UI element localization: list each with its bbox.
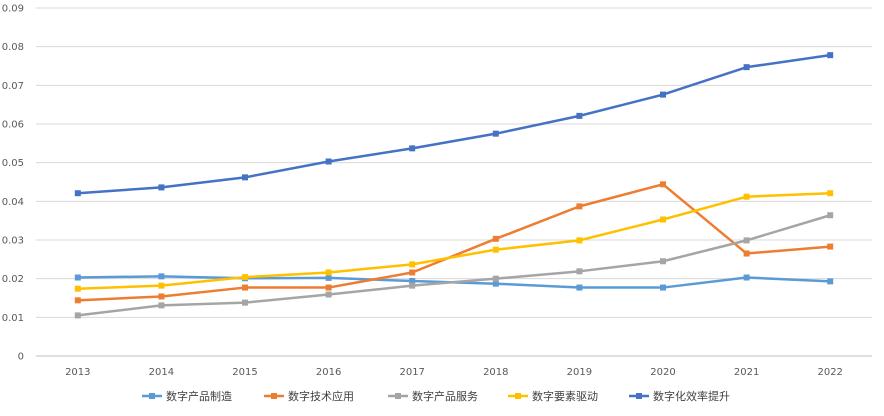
x-tick-label: 2015 bbox=[232, 367, 257, 378]
data-point bbox=[158, 302, 165, 309]
legend-marker bbox=[515, 393, 521, 399]
data-point bbox=[576, 237, 583, 244]
y-tick-label: 0.02 bbox=[2, 274, 24, 285]
y-tick-label: 0.06 bbox=[2, 120, 24, 131]
data-point bbox=[660, 91, 666, 98]
data-point bbox=[827, 278, 834, 285]
legend-marker bbox=[636, 393, 642, 399]
data-point bbox=[660, 181, 666, 188]
x-tick-label: 2013 bbox=[65, 367, 90, 378]
data-point bbox=[325, 269, 332, 276]
data-point bbox=[158, 282, 165, 289]
series-line bbox=[77, 183, 831, 302]
x-tick-label: 2018 bbox=[483, 367, 508, 378]
x-axis: 2013 2014 2015 2016 2017 2018 2019 2020 2021 2022 bbox=[65, 367, 843, 378]
series-3 bbox=[74, 212, 834, 319]
data-point bbox=[743, 237, 750, 244]
data-point bbox=[409, 277, 416, 284]
data-point bbox=[576, 268, 583, 275]
x-tick-label: 2021 bbox=[734, 367, 759, 378]
y-tick-label: 0.01 bbox=[2, 313, 24, 324]
data-point bbox=[242, 299, 248, 306]
data-point bbox=[325, 158, 332, 165]
series-line bbox=[77, 53, 831, 195]
legend-label: 数字技术应用 bbox=[288, 389, 354, 403]
y-tick-label: 0.08 bbox=[2, 42, 24, 53]
legend-label: 数字产品制造 bbox=[166, 389, 232, 403]
legend-item: 数字产品服务 bbox=[388, 389, 478, 403]
legend-marker bbox=[149, 393, 155, 399]
data-point bbox=[74, 274, 81, 281]
data-point bbox=[325, 291, 332, 298]
data-point bbox=[409, 269, 416, 276]
y-axis: 0 0.01 0.02 0.03 0.04 0.05 0.06 0.07 0.08 0.09 bbox=[2, 4, 24, 363]
y-tick-label: 0.05 bbox=[2, 158, 24, 169]
series-2 bbox=[74, 181, 834, 304]
data-point bbox=[409, 145, 416, 152]
data-point bbox=[74, 190, 81, 197]
x-tick-label: 2016 bbox=[316, 367, 341, 378]
series-4 bbox=[74, 190, 834, 292]
data-point bbox=[743, 64, 750, 71]
legend-item: 数字要素驱动 bbox=[508, 389, 598, 403]
x-tick-label: 2014 bbox=[149, 367, 174, 378]
data-point bbox=[242, 284, 248, 291]
legend-item: 数字化效率提升 bbox=[629, 389, 730, 403]
legend-label: 数字要素驱动 bbox=[532, 389, 598, 403]
data-point bbox=[576, 203, 583, 210]
data-point bbox=[743, 274, 750, 281]
data-point bbox=[242, 174, 248, 181]
data-point bbox=[827, 243, 834, 250]
series-line bbox=[77, 191, 831, 290]
data-point bbox=[827, 212, 834, 219]
legend: 数字产品制造 数字技术应用 数字产品服务 数字要素驱动 数字化效率提升 bbox=[142, 389, 730, 403]
y-tick-label: 0.07 bbox=[2, 81, 24, 92]
legend-item: 数字技术应用 bbox=[264, 389, 354, 403]
data-point bbox=[492, 235, 499, 242]
data-point bbox=[325, 274, 332, 281]
data-point bbox=[492, 130, 499, 137]
data-point bbox=[743, 193, 750, 200]
data-point bbox=[242, 274, 248, 281]
x-tick-label: 2022 bbox=[817, 367, 842, 378]
data-point bbox=[660, 258, 666, 265]
data-point bbox=[409, 261, 416, 268]
data-point bbox=[158, 273, 165, 280]
series-5 bbox=[74, 52, 834, 197]
legend-item: 数字产品制造 bbox=[142, 389, 232, 403]
data-point bbox=[158, 293, 165, 300]
data-point bbox=[660, 284, 666, 291]
legend-marker bbox=[395, 393, 401, 399]
data-point bbox=[409, 282, 416, 289]
y-tick-label: 0.03 bbox=[2, 236, 24, 247]
data-point bbox=[74, 285, 81, 292]
data-point bbox=[827, 190, 834, 197]
gridlines bbox=[36, 7, 872, 357]
data-point bbox=[158, 184, 165, 191]
data-point bbox=[492, 280, 499, 287]
legend-label: 数字化效率提升 bbox=[653, 389, 730, 403]
data-point bbox=[576, 112, 583, 119]
data-point bbox=[743, 250, 750, 257]
data-point bbox=[660, 216, 666, 223]
data-point bbox=[492, 246, 499, 253]
legend-label: 数字产品服务 bbox=[412, 389, 478, 403]
data-point bbox=[325, 284, 332, 291]
series-group bbox=[74, 52, 834, 319]
data-point bbox=[74, 312, 81, 319]
x-tick-label: 2020 bbox=[650, 367, 675, 378]
series-line bbox=[77, 214, 831, 317]
data-point bbox=[576, 284, 583, 291]
legend-marker bbox=[271, 393, 277, 399]
data-point bbox=[492, 275, 499, 282]
data-point bbox=[74, 297, 81, 304]
x-tick-label: 2017 bbox=[399, 367, 424, 378]
data-point bbox=[827, 52, 834, 59]
y-tick-label: 0.09 bbox=[2, 4, 24, 15]
y-tick-label: 0.04 bbox=[2, 197, 24, 208]
y-tick-label: 0 bbox=[18, 352, 24, 363]
x-tick-label: 2019 bbox=[567, 367, 592, 378]
